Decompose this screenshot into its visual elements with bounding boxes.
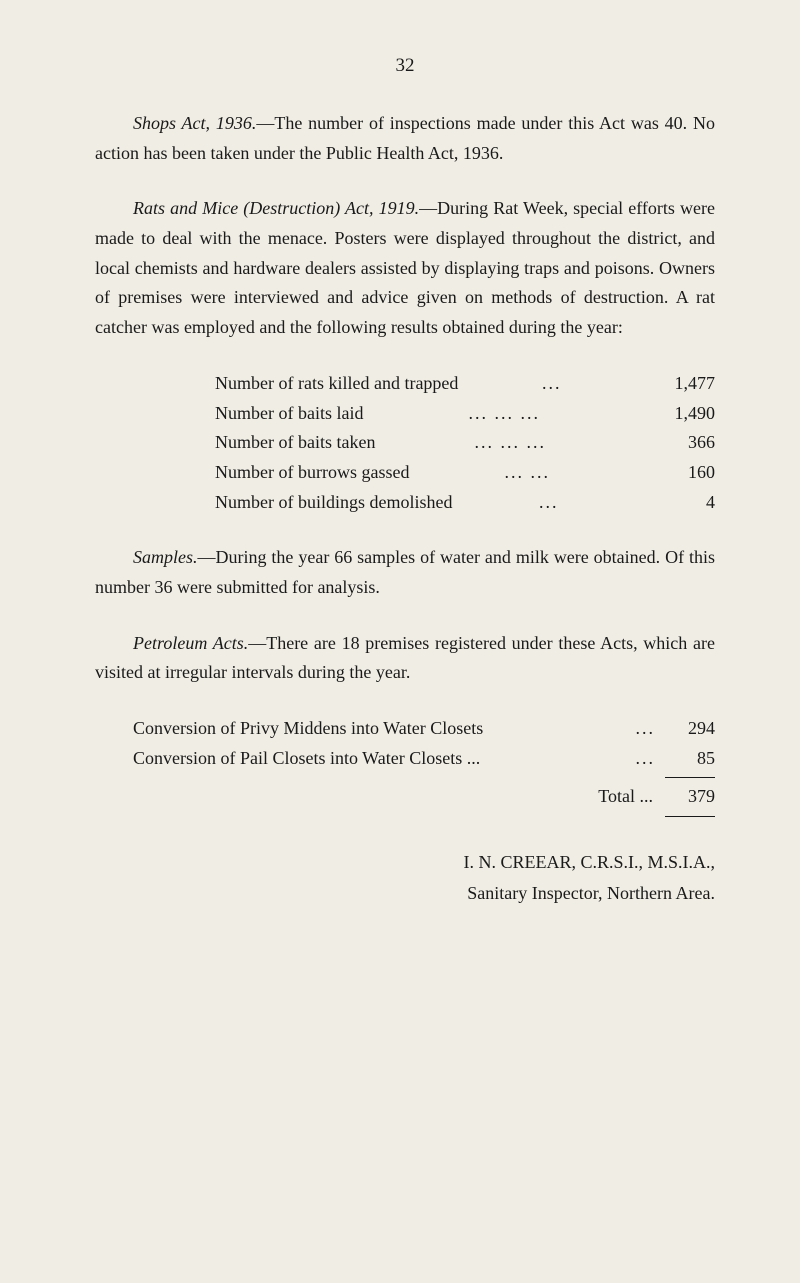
rats-mice-lead: Rats and Mice (Destruction) Act, 1919.	[133, 198, 419, 218]
conversion-value: 85	[665, 744, 715, 774]
signature-title: Sanitary Inspector, Northern Area.	[95, 878, 715, 909]
data-row: Number of rats killed and trapped ... 1,…	[95, 369, 715, 399]
data-label: Number of baits taken	[215, 428, 375, 458]
data-label: Number of buildings demolished	[215, 488, 452, 518]
data-row: Number of baits taken ... ... ... 366	[95, 428, 715, 458]
shops-act-lead: Shops Act, 1936.	[133, 113, 256, 133]
data-row: Number of baits laid ... ... ... 1,490	[95, 399, 715, 429]
data-dots: ... ... ...	[375, 428, 645, 458]
conversion-row: Conversion of Privy Middens into Water C…	[95, 714, 715, 744]
rule-line	[665, 777, 715, 778]
shops-act-paragraph: Shops Act, 1936.—The number of inspectio…	[95, 109, 715, 168]
data-row: Number of buildings demolished ... 4	[95, 488, 715, 518]
conversion-value: 294	[665, 714, 715, 744]
rule-line	[665, 816, 715, 817]
page-number: 32	[95, 55, 715, 77]
petroleum-paragraph: Petroleum Acts.—There are 18 premises re…	[95, 629, 715, 688]
conversion-row: Conversion of Pail Closets into Water Cl…	[95, 744, 715, 774]
rats-mice-text: —During Rat Week, special efforts were m…	[95, 198, 715, 337]
rat-data-block: Number of rats killed and trapped ... 1,…	[95, 369, 715, 517]
conversion-label: Conversion of Pail Closets into Water Cl…	[133, 744, 480, 774]
conversion-block: Conversion of Privy Middens into Water C…	[95, 714, 715, 817]
data-value: 1,477	[645, 369, 715, 399]
conversion-dots: ...	[480, 744, 665, 774]
data-dots: ... ...	[409, 458, 645, 488]
total-row: Total ... 379	[95, 782, 715, 812]
data-value: 366	[645, 428, 715, 458]
conversion-dots: ...	[483, 714, 665, 744]
signature-name: I. N. CREEAR, C.R.S.I., M.S.I.A.,	[95, 847, 715, 878]
signature-block: I. N. CREEAR, C.R.S.I., M.S.I.A., Sanita…	[95, 847, 715, 908]
data-label: Number of burrows gassed	[215, 458, 409, 488]
data-dots: ... ... ...	[363, 399, 645, 429]
samples-paragraph: Samples.—During the year 66 samples of w…	[95, 543, 715, 602]
conversion-label: Conversion of Privy Middens into Water C…	[133, 714, 483, 744]
data-value: 1,490	[645, 399, 715, 429]
data-value: 160	[645, 458, 715, 488]
petroleum-lead: Petroleum Acts.	[133, 633, 248, 653]
data-row: Number of burrows gassed ... ... 160	[95, 458, 715, 488]
data-dots: ...	[452, 488, 645, 518]
total-label: Total ...	[598, 782, 653, 812]
data-dots: ...	[458, 369, 645, 399]
samples-lead: Samples.	[133, 547, 198, 567]
data-label: Number of rats killed and trapped	[215, 369, 458, 399]
total-value: 379	[665, 782, 715, 812]
data-label: Number of baits laid	[215, 399, 363, 429]
rats-mice-paragraph: Rats and Mice (Destruction) Act, 1919.—D…	[95, 194, 715, 342]
data-value: 4	[645, 488, 715, 518]
